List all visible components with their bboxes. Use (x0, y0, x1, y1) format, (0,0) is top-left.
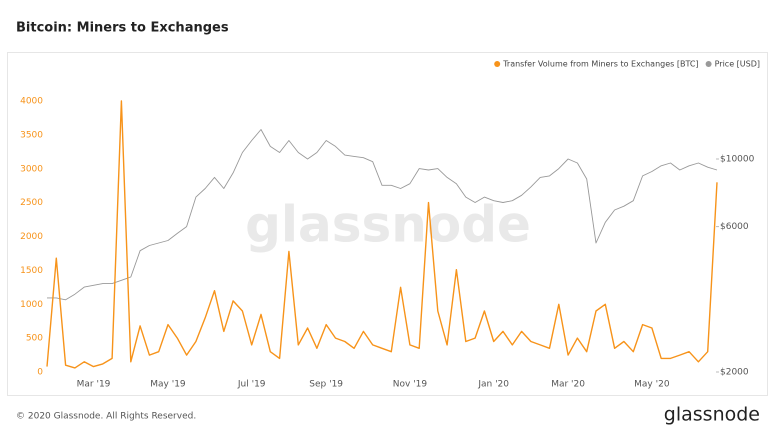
y-tick-label: 2000 (20, 232, 43, 242)
y-tick-label: 1500 (20, 266, 43, 276)
legend-marker (705, 61, 712, 67)
footer: © 2020 Glassnode. All Rights Reserved. (16, 412, 196, 422)
legend-label: Transfer Volume from Miners to Exchanges… (502, 60, 698, 69)
x-tick-label: Jul '19 (237, 380, 266, 390)
y-tick-label: 4000 (20, 97, 43, 107)
y2-tick-label: $6000 (720, 222, 749, 232)
y-tick-label: 2500 (20, 198, 43, 208)
x-tick-label: Mar '20 (551, 380, 585, 390)
logo: glassnode (664, 404, 760, 426)
chart-title: Bitcoin: Miners to Exchanges (16, 21, 229, 36)
x-tick-label: Nov '19 (393, 380, 428, 390)
x-tick-label: May '20 (634, 380, 670, 390)
y-tick-label: 1000 (20, 300, 43, 310)
y-tick-label: 0 (37, 368, 43, 378)
legend-label: Price [USD] (715, 60, 760, 69)
y2-tick-label: $2000 (720, 368, 749, 378)
price-line (47, 129, 718, 301)
chart-frame (7, 52, 768, 396)
y-tick-label: 500 (26, 334, 43, 344)
watermark: glassnode (245, 196, 531, 254)
x-tick-label: Sep '19 (309, 380, 343, 390)
x-tick-label: May '19 (150, 380, 186, 390)
y-tick-label: 3000 (20, 164, 43, 174)
y2-tick-label: $10000 (720, 155, 755, 165)
x-tick-label: Mar '19 (77, 380, 111, 390)
legend-marker (494, 61, 501, 67)
volume-line (46, 100, 718, 369)
y-tick-label: 3500 (20, 130, 43, 140)
x-tick-label: Jan '20 (477, 380, 509, 390)
